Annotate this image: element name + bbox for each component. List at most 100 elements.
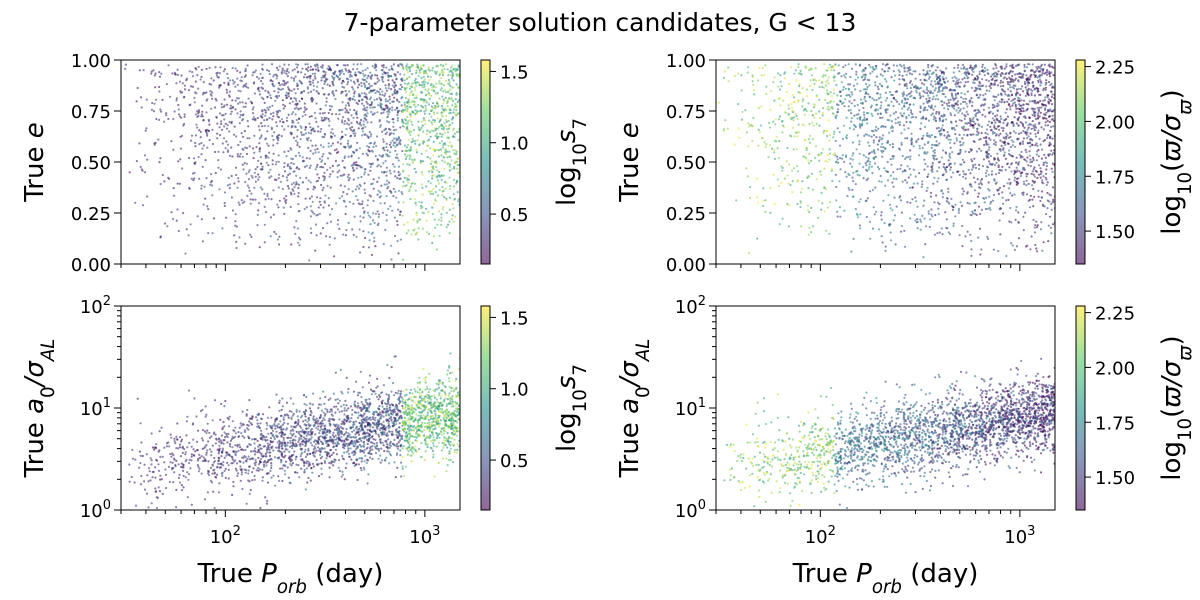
scatter-point: [987, 188, 990, 191]
scatter-point: [392, 63, 395, 66]
scatter-point: [972, 176, 976, 179]
scatter-point: [853, 99, 856, 102]
scatter-point: [406, 66, 410, 69]
scatter-point: [1005, 137, 1008, 140]
scatter-point: [764, 145, 767, 148]
scatter-point: [226, 72, 229, 75]
scatter-point: [282, 121, 285, 124]
scatter-point: [414, 189, 417, 192]
scatter-point: [901, 154, 904, 158]
scatter-point: [212, 217, 216, 220]
scatter-point: [945, 77, 948, 80]
scatter-point: [813, 103, 816, 106]
scatter-point: [349, 127, 352, 130]
scatter-point: [313, 63, 316, 67]
scatter-point: [406, 221, 409, 224]
scatter-point: [427, 103, 431, 106]
scatter-point: [748, 252, 751, 255]
scatter-point: [408, 105, 411, 109]
scatter-point: [244, 146, 247, 149]
scatter-point: [188, 70, 191, 73]
scatter-point: [172, 118, 175, 121]
scatter-point: [327, 197, 330, 200]
scatter-point: [385, 72, 388, 75]
scatter-point: [348, 104, 351, 107]
scatter-point: [819, 170, 822, 173]
scatter-point: [841, 154, 845, 157]
scatter-point: [202, 91, 205, 94]
scatter-point: [881, 63, 885, 66]
scatter-point: [310, 96, 314, 99]
scatter-point: [378, 120, 381, 123]
scatter-point: [863, 97, 866, 100]
scatter-point: [283, 63, 286, 66]
scatter-point: [955, 81, 958, 84]
scatter-point: [409, 185, 413, 188]
scatter-point: [371, 162, 374, 165]
scatter-point: [434, 185, 438, 188]
scatter-point: [248, 137, 251, 140]
scatter-point: [1030, 123, 1033, 126]
scatter-point: [868, 95, 871, 98]
scatter-point: [383, 94, 386, 97]
scatter-point: [217, 166, 220, 169]
scatter-point: [1010, 99, 1013, 103]
scatter-point: [916, 227, 919, 230]
scatter-point: [1014, 218, 1017, 221]
scatter-point: [344, 64, 347, 67]
scatter-point: [317, 125, 320, 128]
scatter-point: [918, 144, 921, 147]
scatter-point: [988, 146, 991, 149]
scatter-point: [319, 203, 322, 206]
scatter-point: [893, 214, 897, 217]
scatter-point: [858, 123, 862, 126]
scatter-point: [298, 154, 301, 157]
scatter-point: [960, 119, 963, 122]
scatter-point: [942, 71, 945, 74]
scatter-point: [984, 92, 987, 95]
scatter-point: [208, 66, 211, 69]
scatter-point: [396, 119, 399, 122]
scatter-point: [1027, 164, 1030, 167]
scatter-point: [397, 174, 400, 177]
scatter-point: [226, 124, 229, 127]
scatter-point: [1025, 133, 1028, 136]
scatter-point: [379, 93, 382, 96]
scatter-point: [1002, 185, 1006, 188]
scatter-point: [405, 110, 408, 113]
scatter-point: [839, 168, 842, 171]
scatter-point: [916, 218, 919, 221]
scatter-point: [234, 213, 237, 216]
scatter-point: [356, 86, 359, 89]
scatter-point: [344, 212, 347, 216]
scatter-point: [1008, 83, 1011, 86]
scatter-point: [362, 123, 365, 126]
scatter-point: [301, 181, 304, 184]
scatter-point: [200, 142, 203, 145]
scatter-point: [417, 81, 420, 84]
scatter-point: [923, 125, 927, 129]
scatter-point: [973, 209, 977, 212]
scatter-point: [367, 231, 370, 234]
scatter-point: [853, 114, 856, 117]
scatter-point: [986, 72, 989, 75]
scatter-point: [291, 119, 294, 122]
scatter-point: [936, 180, 939, 183]
scatter-point: [442, 102, 445, 105]
scatter-point: [1031, 139, 1034, 142]
scatter-point: [380, 106, 383, 109]
scatter-point: [864, 92, 867, 95]
scatter-point: [228, 183, 232, 186]
scatter-point: [401, 185, 404, 188]
scatter-point: [900, 164, 903, 167]
scatter-point: [1006, 115, 1010, 118]
scatter-point: [824, 160, 827, 163]
scatter-point: [446, 82, 449, 85]
scatter-point: [366, 102, 369, 105]
scatter-point: [844, 171, 847, 174]
scatter-point: [747, 145, 750, 148]
scatter-point: [263, 241, 266, 244]
scatter-point: [937, 207, 940, 210]
scatter-point: [445, 153, 448, 156]
scatter-point: [249, 202, 252, 205]
